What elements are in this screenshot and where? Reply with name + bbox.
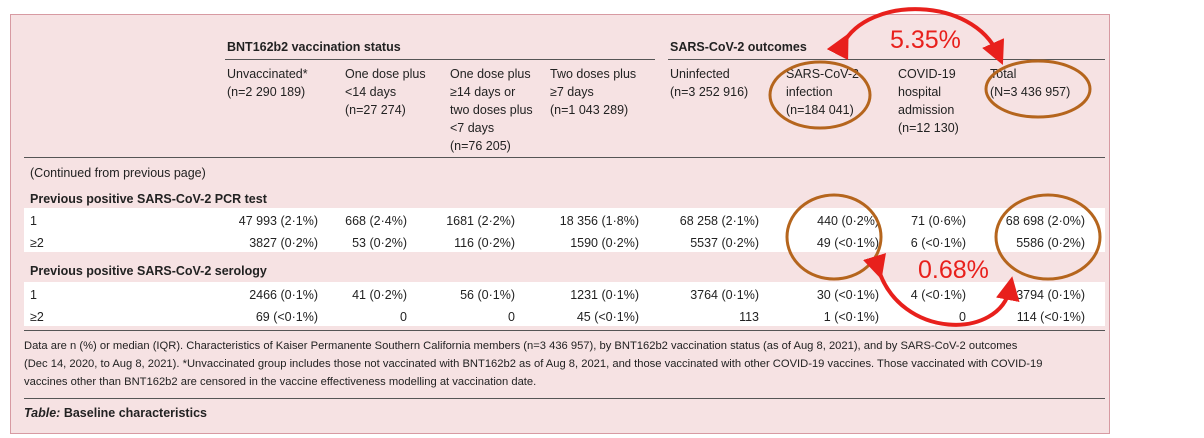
column-header-line: SARS-CoV-2 bbox=[786, 67, 859, 81]
column-header-line: hospital bbox=[898, 85, 942, 99]
table-cell: 668 (2·4%) bbox=[345, 214, 407, 228]
table-cell: 69 (<0·1%) bbox=[255, 310, 318, 324]
bottom-arrow bbox=[863, 253, 1020, 327]
table-cell: 56 (0·1%) bbox=[460, 288, 515, 302]
table-cell: 0 bbox=[508, 310, 515, 324]
section-title-pcr: Previous positive SARS-CoV-2 PCR test bbox=[30, 192, 267, 206]
row-label: ≥2 bbox=[30, 310, 44, 324]
footnote-line-3: vaccines other than BNT162b2 are censore… bbox=[24, 376, 537, 388]
table-cell: 1 (<0·1%) bbox=[823, 310, 879, 324]
table-cell: 3827 (0·2%) bbox=[249, 236, 318, 250]
column-header-line: ≥14 days or bbox=[450, 85, 516, 99]
column-header-line: One dose plus bbox=[450, 67, 531, 81]
column-header-line: (n=184 041) bbox=[786, 103, 854, 117]
group-vaccination-status: BNT162b2 vaccination status bbox=[227, 40, 401, 54]
table-cell: 5586 (0·2%) bbox=[1016, 236, 1085, 250]
footnote-line-1: Data are n (%) or median (IQR). Characte… bbox=[24, 340, 1018, 352]
row-label: ≥2 bbox=[30, 236, 44, 250]
circle-total-values bbox=[994, 193, 1102, 281]
table-cell: 1231 (0·1%) bbox=[570, 288, 639, 302]
table-cell: 1681 (2·2%) bbox=[446, 214, 515, 228]
table-cell: 18 356 (1·8%) bbox=[559, 214, 639, 228]
table-cell: 0 bbox=[400, 310, 407, 324]
column-header-line: infection bbox=[786, 85, 833, 99]
table-cell: 6 (<0·1%) bbox=[910, 236, 966, 250]
column-header-line: (n=1 043 289) bbox=[550, 103, 629, 117]
column-header-line: COVID-19 bbox=[898, 67, 956, 81]
continued-note: (Continued from previous page) bbox=[30, 166, 206, 180]
column-header-line: Uninfected bbox=[670, 67, 730, 81]
table-cell: 114 (<0·1%) bbox=[1016, 310, 1085, 324]
table-cell: 68 698 (2·0%) bbox=[1005, 214, 1085, 228]
top-arrow bbox=[826, 7, 1005, 65]
body-bottom-rule bbox=[24, 330, 1105, 331]
table-cell: 1590 (0·2%) bbox=[570, 236, 639, 250]
table-cell: 71 (0·6%) bbox=[911, 214, 966, 228]
annotation-top-percent: 5.35% bbox=[890, 26, 961, 54]
column-header-line: (n=76 205) bbox=[450, 139, 511, 153]
row-label: 1 bbox=[30, 214, 37, 228]
column-header-line: (n=3 252 916) bbox=[670, 85, 749, 99]
row-band-pcr bbox=[24, 208, 1105, 252]
column-header-line: <7 days bbox=[450, 121, 495, 135]
table-caption: Table: Baseline characteristics bbox=[24, 404, 207, 422]
section-title-serology: Previous positive SARS-CoV-2 serology bbox=[30, 264, 267, 278]
circle-infection-values bbox=[785, 193, 883, 281]
column-header-line: (n=12 130) bbox=[898, 121, 959, 135]
row-label: 1 bbox=[30, 288, 37, 302]
table-cell: 45 (<0·1%) bbox=[576, 310, 639, 324]
column-header-line: two doses plus bbox=[450, 103, 533, 117]
circle-infection-header bbox=[768, 60, 872, 130]
table-cell: 47 993 (2·1%) bbox=[238, 214, 318, 228]
footnote-line-2: (Dec 14, 2020, to Aug 8, 2021). *Unvacci… bbox=[24, 358, 1043, 370]
column-header-line: admission bbox=[898, 103, 955, 117]
table-cell: 5537 (0·2%) bbox=[690, 236, 759, 250]
caption-label: Table: bbox=[24, 406, 61, 420]
caption-text: Baseline characteristics bbox=[60, 406, 207, 420]
table-cell: 440 (0·2%) bbox=[817, 214, 879, 228]
table-cell: 2466 (0·1%) bbox=[249, 288, 318, 302]
circle-total-header bbox=[984, 59, 1092, 119]
caption-rule bbox=[24, 398, 1105, 399]
column-header-line: Unvaccinated* bbox=[227, 67, 308, 81]
group-sars-outcomes: SARS-CoV-2 outcomes bbox=[670, 40, 807, 54]
table-cell: 0 bbox=[959, 310, 966, 324]
column-header-line: <14 days bbox=[345, 85, 397, 99]
column-header-line: (n=2 290 189) bbox=[227, 85, 306, 99]
column-header-line: One dose plus bbox=[345, 67, 426, 81]
column-header-line: ≥7 days bbox=[550, 85, 594, 99]
table-cell: 41 (0·2%) bbox=[352, 288, 407, 302]
header-bottom-rule bbox=[24, 157, 1105, 158]
table-cell: 116 (0·2%) bbox=[454, 236, 515, 250]
table-cell: 53 (0·2%) bbox=[352, 236, 407, 250]
table-cell: 113 bbox=[739, 310, 759, 324]
table-cell: 49 (<0·1%) bbox=[816, 236, 879, 250]
table-cell: 68 258 (2·1%) bbox=[679, 214, 759, 228]
column-header-line: (N=3 436 957) bbox=[990, 85, 1071, 99]
table-cell: 3794 (0·1%) bbox=[1016, 288, 1085, 302]
annotation-bottom-percent: 0.68% bbox=[918, 256, 989, 284]
group-rule-vaccination bbox=[225, 59, 655, 60]
column-header-line: Two doses plus bbox=[550, 67, 637, 81]
table-cell: 3764 (0·1%) bbox=[690, 288, 759, 302]
column-header-line: (n=27 274) bbox=[345, 103, 406, 117]
